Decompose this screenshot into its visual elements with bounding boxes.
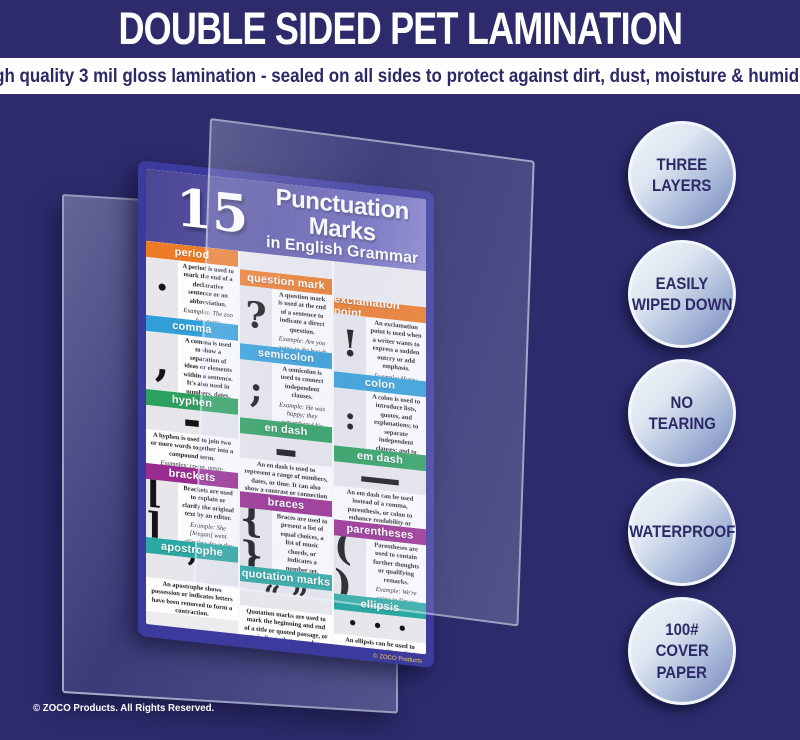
brackets-glyph: [ ]: [146, 478, 179, 547]
badge-label: PAPER: [656, 662, 708, 682]
badge-label: LAYERS: [652, 176, 712, 195]
subtitle-banner: High quality 3 mil gloss lamination - se…: [0, 58, 800, 96]
badge-label: NO: [670, 392, 694, 412]
stage: 15 Punctuation Marks in English Grammar …: [0, 94, 800, 740]
feature-badges: THREE LAYERS EASILY WIPED DOWN NO TEARING WATE…: [628, 121, 736, 716]
badge-easily-wiped-down: EASILY WIPED DOWN: [628, 240, 736, 348]
badge-label: THREE: [656, 154, 708, 174]
badge-label: COVER: [655, 641, 709, 661]
badge-label: TEARING: [648, 414, 716, 433]
laminate-sheet-front: [193, 118, 535, 627]
badge-waterproof: WATERPROOF: [628, 478, 736, 586]
badge-no-tearing: NO TEARING: [628, 359, 736, 467]
section-description: Quotation marks are used to mark the beg…: [244, 607, 328, 645]
top-banner: DOUBLE SIDED PET LAMINATION: [0, 0, 800, 58]
badge-label: WATERPROOF: [628, 522, 736, 542]
subtitle-text: High quality 3 mil gloss lamination - se…: [0, 64, 800, 87]
glyph-char: ,: [154, 335, 170, 387]
badge-label: 100#: [665, 620, 699, 640]
badge-label: WIPED DOWN: [631, 295, 733, 314]
page-title: DOUBLE SIDED PET LAMINATION: [118, 3, 683, 54]
badge-label: EASILY: [655, 273, 709, 293]
comma-glyph: ,: [146, 330, 179, 393]
glyph-char: • • •: [347, 613, 413, 639]
glyph-char: [ ]: [146, 478, 163, 547]
copyright-text: © ZOCO Products. All Rights Reserved.: [33, 702, 215, 714]
badge-100#-cover-paper: 100# COVER PAPER: [628, 597, 736, 705]
period-glyph: •: [146, 256, 179, 319]
glyph-char: •: [155, 274, 169, 301]
badge-three-layers: THREE LAYERS: [628, 121, 736, 229]
